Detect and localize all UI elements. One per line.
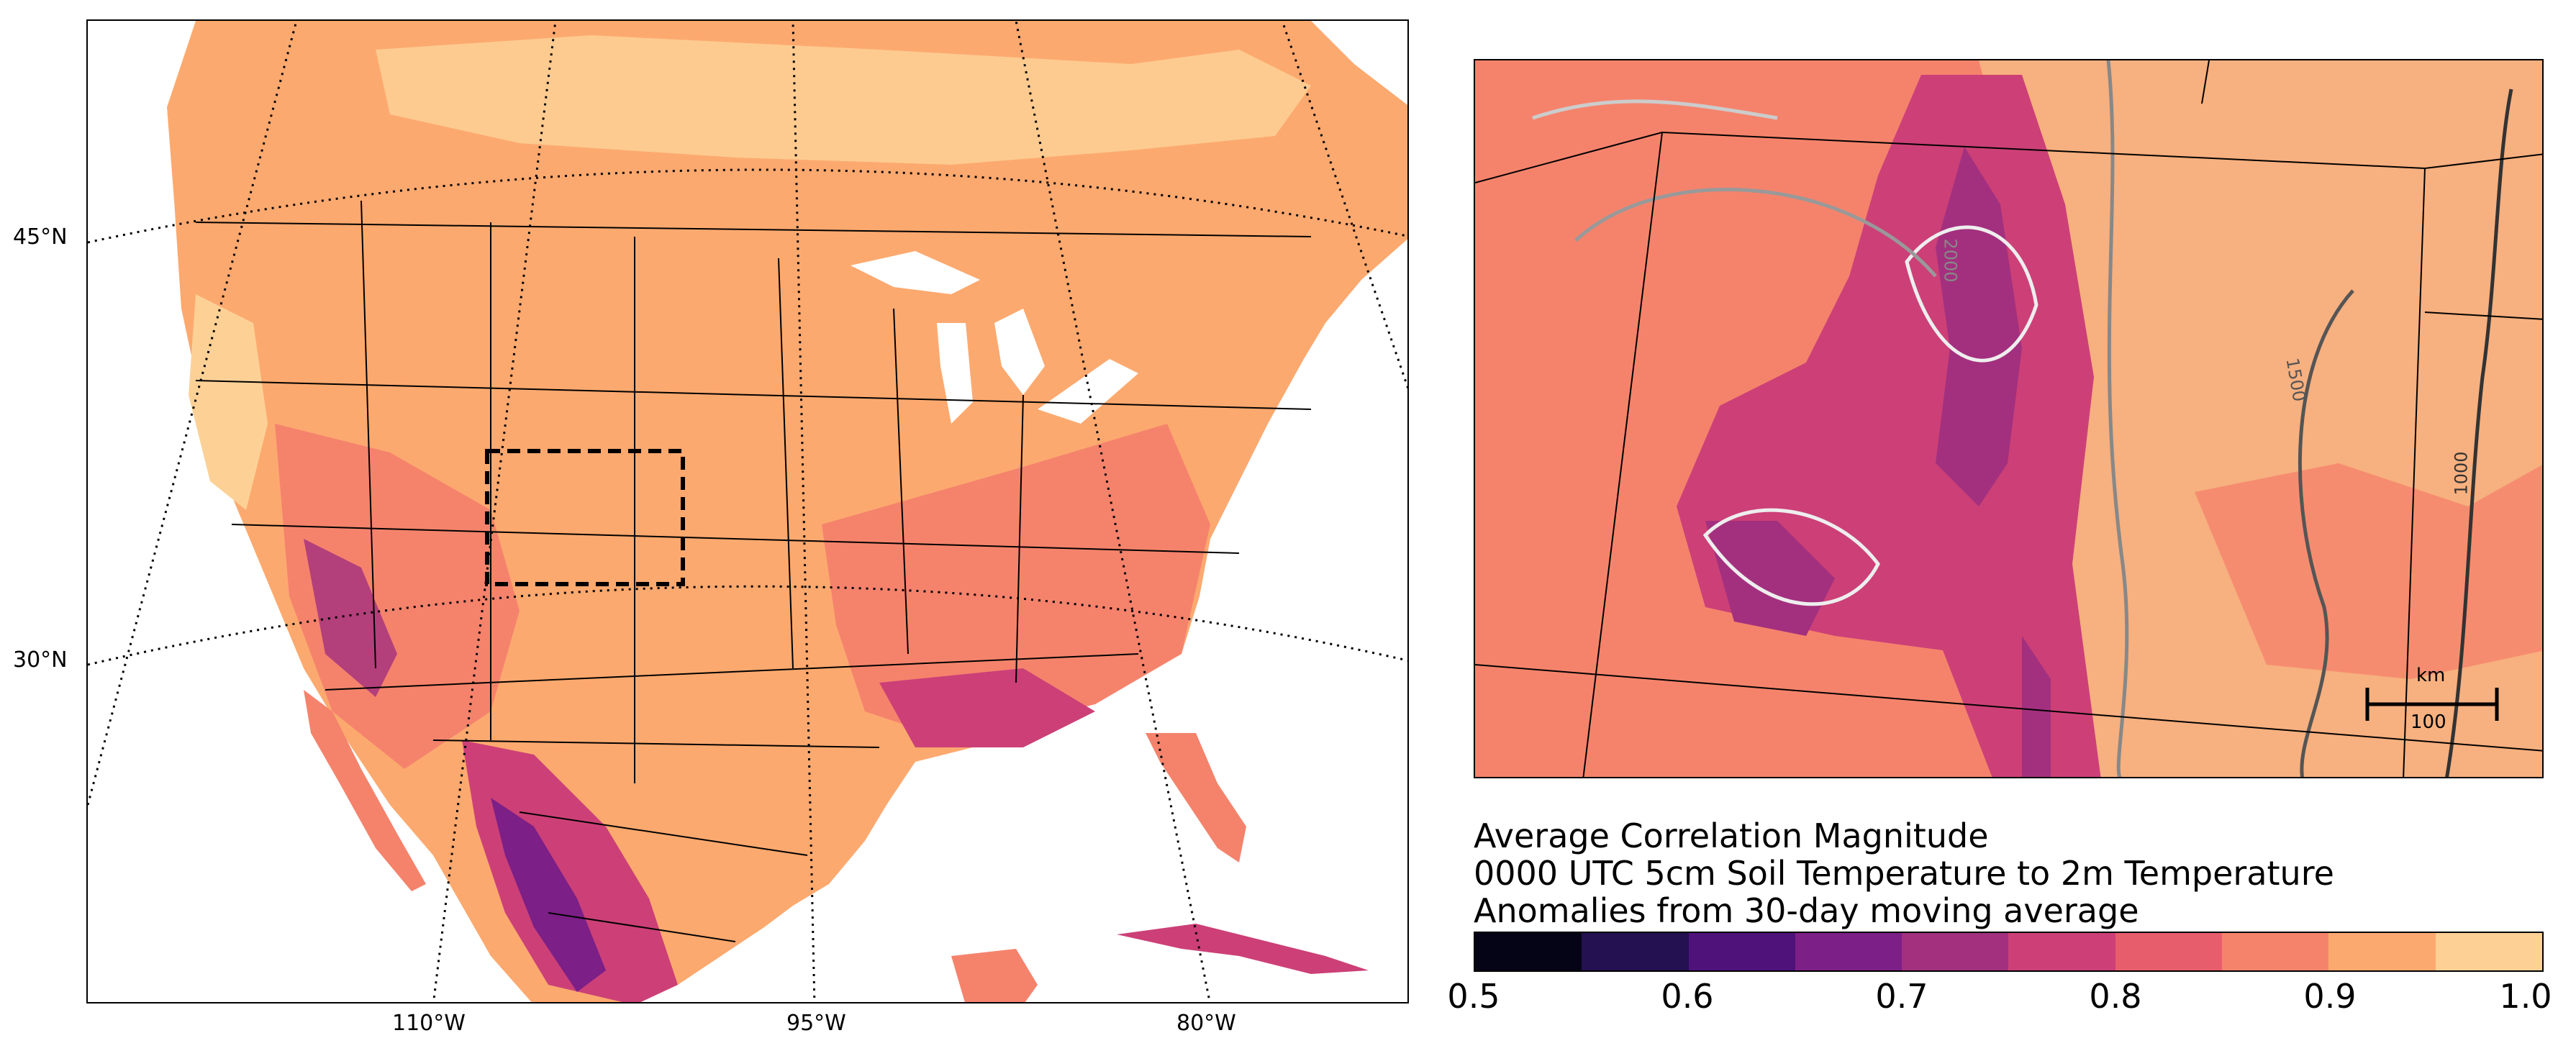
title-line-2: 0000 UTC 5cm Soil Temperature to 2m Temp… [1474,854,2334,893]
region-low-southwest [304,539,397,697]
title-line-1: Average Correlation Magnitude [1474,816,1989,855]
figure-title: Average Correlation Magnitude 0000 UTC 5… [1474,817,2334,929]
lon-label-110w: 110°W [392,1011,466,1036]
land-yucatan [951,949,1038,1002]
land-florida [1146,733,1246,862]
lon-label-95w: 95°W [786,1011,846,1036]
region-mid-southeast [822,424,1210,740]
scale-bar-length: 100 [2411,711,2446,733]
colorbar-segment [2008,933,2115,970]
north-america-map-svg [88,21,1407,1002]
colorbar-tick-0.7: 0.7 [1875,977,1928,1016]
scale-bar-unit: km [2416,665,2446,686]
region-low-mexico [462,740,678,1002]
colorbar-segment [2115,933,2223,970]
colorbar-tick-1.0: 1.0 [2499,977,2552,1016]
colorbar-segment [2435,933,2542,970]
lat-label-30n: 30°N [13,647,68,673]
land-baja [304,690,426,891]
colorbar-segment [1688,933,1795,970]
contour-label-2000: 2000 [1940,238,1961,283]
region-mid-west [275,424,520,769]
colorbar-segment [1795,933,1902,970]
contour-label-1000: 1000 [2451,451,2472,496]
region-lowest-mexico [491,798,606,992]
colorbar-segment [2328,933,2436,970]
region-pale-westcoast [189,294,268,510]
graticule [88,21,1407,1002]
colorbar [1474,932,2544,972]
lat-label-45n: 45°N [13,224,68,250]
title-line-3: Anomalies from 30-day moving average [1474,891,2139,930]
state-borders [195,200,1312,942]
zoom-region-lowest-south [1705,521,2051,777]
colorbar-segment [2222,933,2329,970]
elevation-contours [1532,60,2513,777]
north-america-map [86,19,1409,1003]
great-lakes [851,251,1138,424]
colorbar-segment [1902,933,2009,970]
colorbar-tick-0.9: 0.9 [2303,977,2357,1016]
colorbar-segment [1475,933,1582,970]
zoom-state-borders [1475,60,2542,777]
colorbar-tick-0.5: 0.5 [1447,977,1500,1016]
region-pale-canada [376,35,1311,165]
colorado-zoom-map: 2000 1500 1000 km 100 [1474,59,2544,778]
lon-label-80w: 80°W [1176,1011,1236,1036]
colorbar-tick-0.8: 0.8 [2089,977,2142,1016]
scale-bar [2365,688,2499,721]
land-cuba [1117,924,1369,974]
focus-region-box [485,449,685,586]
region-low-gulf [879,668,1095,747]
zoom-region-mid-east [2195,463,2542,679]
colorado-zoom-map-svg [1475,60,2542,777]
colorbar-tick-0.6: 0.6 [1661,977,1714,1016]
colorbar-segment [1582,933,1689,970]
